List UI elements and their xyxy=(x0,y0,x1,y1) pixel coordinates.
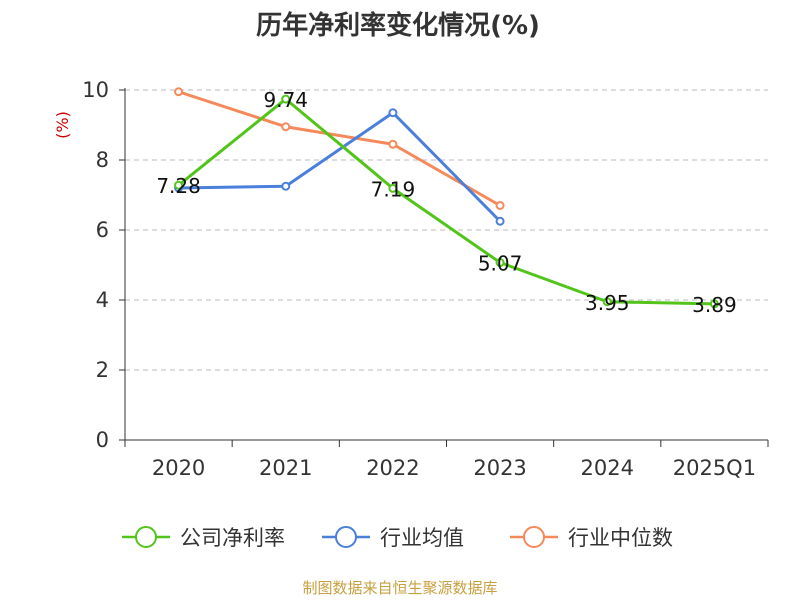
legend-item-0[interactable]: 公司净利率 xyxy=(122,526,285,550)
series-lines xyxy=(174,87,719,309)
data-point xyxy=(495,258,505,268)
data-point xyxy=(709,299,719,309)
legend-marker xyxy=(335,526,357,548)
legend-marker xyxy=(135,526,157,548)
y-tick-label: 8 xyxy=(96,148,109,172)
data-point xyxy=(281,122,291,132)
y-tick-label: 10 xyxy=(82,78,109,102)
data-point xyxy=(388,139,398,149)
x-tick-label: 2025Q1 xyxy=(673,456,756,480)
legend-item-2[interactable]: 行业中位数 xyxy=(510,526,673,550)
data-point xyxy=(495,216,505,226)
axes: 0 2 4 6 8 10 2020 2021 2022 2023 2024 2025Q1 xyxy=(82,78,769,480)
legend-marker xyxy=(523,526,545,548)
y-tick-label: 2 xyxy=(96,358,109,382)
x-tick-label: 2021 xyxy=(259,456,312,480)
series-line-0 xyxy=(177,97,715,306)
data-point xyxy=(281,94,291,104)
y-axis-label: (%) xyxy=(53,111,72,139)
source-note: 制图数据来自恒生聚源数据库 xyxy=(302,579,497,597)
data-point xyxy=(495,201,505,210)
legend-item-1[interactable]: 行业均值 xyxy=(322,526,464,550)
data-point xyxy=(281,181,291,191)
y-tick-label: 0 xyxy=(96,428,109,452)
x-tick-label: 2023 xyxy=(473,456,526,480)
data-point xyxy=(174,87,184,97)
data-point xyxy=(388,108,398,118)
series-line-2 xyxy=(178,90,501,207)
y-tick-label: 4 xyxy=(96,288,109,312)
data-point xyxy=(388,183,398,193)
data-label: 3.95 xyxy=(585,291,630,315)
x-tick-label: 2020 xyxy=(152,456,205,480)
data-labels: 7.28 9.74 7.19 5.07 3.95 3.89 xyxy=(156,88,736,317)
data-point xyxy=(174,180,184,190)
data-label: 7.28 xyxy=(156,174,201,198)
data-label: 5.07 xyxy=(478,252,523,276)
data-point xyxy=(602,297,612,307)
x-tick-label: 2024 xyxy=(581,456,634,480)
legend[interactable]: 公司净利率 行业均值 行业中位数 xyxy=(122,526,673,550)
data-label: 3.89 xyxy=(692,293,737,317)
data-label: 9.74 xyxy=(263,88,308,112)
legend-label: 行业中位数 xyxy=(568,526,673,550)
grid-lines xyxy=(125,89,768,371)
series-line-1 xyxy=(178,111,502,223)
data-label: 7.19 xyxy=(371,177,416,201)
y-tick-label: 6 xyxy=(96,218,109,242)
x-tick-label: 2022 xyxy=(366,456,419,480)
legend-label: 公司净利率 xyxy=(180,526,285,550)
legend-label: 行业均值 xyxy=(380,526,464,550)
chart-title: 历年净利率变化情况(%) xyxy=(256,10,540,41)
